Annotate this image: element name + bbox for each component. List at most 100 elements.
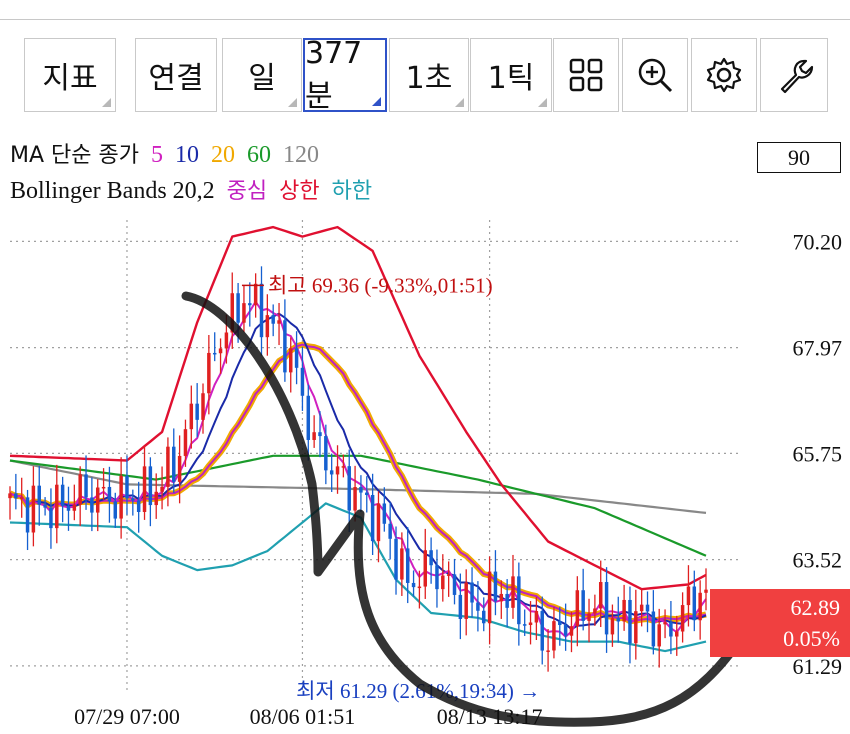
candle — [563, 625, 568, 636]
candle — [435, 565, 439, 590]
top-stats-strip — [0, 0, 850, 14]
candle — [622, 599, 626, 622]
candle — [470, 582, 474, 603]
candle — [405, 548, 410, 583]
minute-button[interactable]: 377분 — [303, 36, 387, 114]
candle — [66, 505, 71, 511]
candle — [294, 348, 299, 368]
dropdown-corner-icon — [288, 98, 297, 107]
candle — [499, 593, 504, 602]
candle — [663, 622, 667, 625]
candle — [25, 497, 30, 533]
day-label: 일 — [248, 61, 276, 96]
candle — [522, 624, 527, 626]
candle — [49, 507, 53, 529]
candle — [692, 586, 697, 621]
candle — [569, 626, 574, 636]
candle — [259, 283, 264, 338]
candle — [482, 610, 486, 624]
bb-upper-line — [9, 225, 707, 591]
hand-drawn-stroke — [181, 291, 751, 727]
tools-button[interactable] — [760, 38, 828, 112]
candle — [593, 608, 597, 614]
dropdown-corner-icon — [102, 98, 111, 107]
tick-button[interactable]: 1틱 — [470, 38, 552, 112]
zoom-button[interactable] — [622, 38, 688, 112]
bb-upper-label: 상한 — [279, 179, 320, 204]
chart-toolbar: 지표 연결 일 377분 1초 1틱 — [0, 34, 850, 120]
candle — [558, 621, 562, 626]
candle — [31, 485, 36, 533]
candle — [55, 484, 59, 529]
candle — [189, 403, 194, 430]
candle — [534, 611, 539, 623]
candle — [651, 611, 656, 647]
candle — [125, 475, 129, 499]
candle — [476, 602, 480, 611]
candle — [528, 622, 533, 626]
top-divider — [0, 19, 850, 20]
candle — [604, 582, 609, 635]
candle — [505, 593, 509, 608]
day-button[interactable]: 일 — [222, 38, 302, 112]
indicator-button[interactable]: 지표 — [24, 38, 116, 112]
y-tick-label: 65.75 — [793, 441, 843, 466]
candle — [43, 504, 47, 508]
candle — [335, 466, 340, 475]
candle — [312, 432, 316, 440]
ma5-label: 5 — [150, 142, 163, 168]
ma20-label: 20 — [210, 142, 235, 168]
link-button[interactable]: 연결 — [135, 38, 217, 112]
candle — [616, 618, 621, 622]
candle — [306, 395, 311, 440]
candle — [347, 466, 351, 511]
indicator-label: 지표 — [42, 61, 98, 96]
candle — [598, 582, 603, 609]
candle — [441, 575, 445, 590]
candle — [60, 484, 65, 506]
candle — [698, 592, 702, 621]
ma-legend-label: MA 단순 종가 — [10, 143, 139, 168]
bb-center-label: 중심 — [226, 179, 268, 204]
current-price: 62.89 — [790, 595, 841, 620]
high-annotation: 최고 69.36 (-9.33%,01:51) — [268, 273, 493, 297]
candle — [365, 492, 369, 495]
candle — [581, 590, 585, 621]
right-value-box: 90 — [757, 142, 841, 173]
candle — [142, 466, 147, 512]
candle — [119, 475, 123, 519]
candle — [230, 293, 234, 333]
candle — [107, 486, 112, 502]
candle — [78, 474, 82, 505]
second-button[interactable]: 1초 — [389, 38, 469, 112]
candle — [324, 436, 328, 471]
candle — [458, 594, 463, 619]
candle — [411, 582, 416, 588]
candle — [400, 548, 404, 580]
gear-icon — [706, 57, 742, 93]
candle — [546, 650, 550, 652]
settings-button[interactable] — [691, 38, 757, 112]
zoom-in-icon — [638, 58, 673, 93]
layout-grid-button[interactable] — [553, 38, 619, 112]
candle — [195, 403, 199, 420]
ma60-line — [9, 454, 707, 557]
candle — [423, 550, 428, 587]
candle — [686, 586, 691, 606]
candle — [113, 501, 118, 519]
candle — [628, 599, 632, 644]
candle — [610, 618, 615, 635]
candle — [288, 348, 293, 373]
candle — [19, 497, 24, 499]
candle — [160, 486, 164, 492]
candle — [300, 367, 305, 396]
candle — [341, 466, 346, 468]
price-chart[interactable]: 70.20 67.97 65.75 63.52 61.29 07/29 07:00 08/0… — [0, 124, 850, 734]
y-tick-label: 67.97 — [793, 336, 843, 361]
bb-legend-label: Bollinger Bands 20,2 — [10, 178, 215, 204]
candle — [218, 348, 223, 354]
y-tick-label: 61.29 — [793, 654, 843, 679]
wrench-icon — [780, 59, 814, 94]
candle — [587, 613, 591, 621]
candle — [511, 576, 515, 608]
